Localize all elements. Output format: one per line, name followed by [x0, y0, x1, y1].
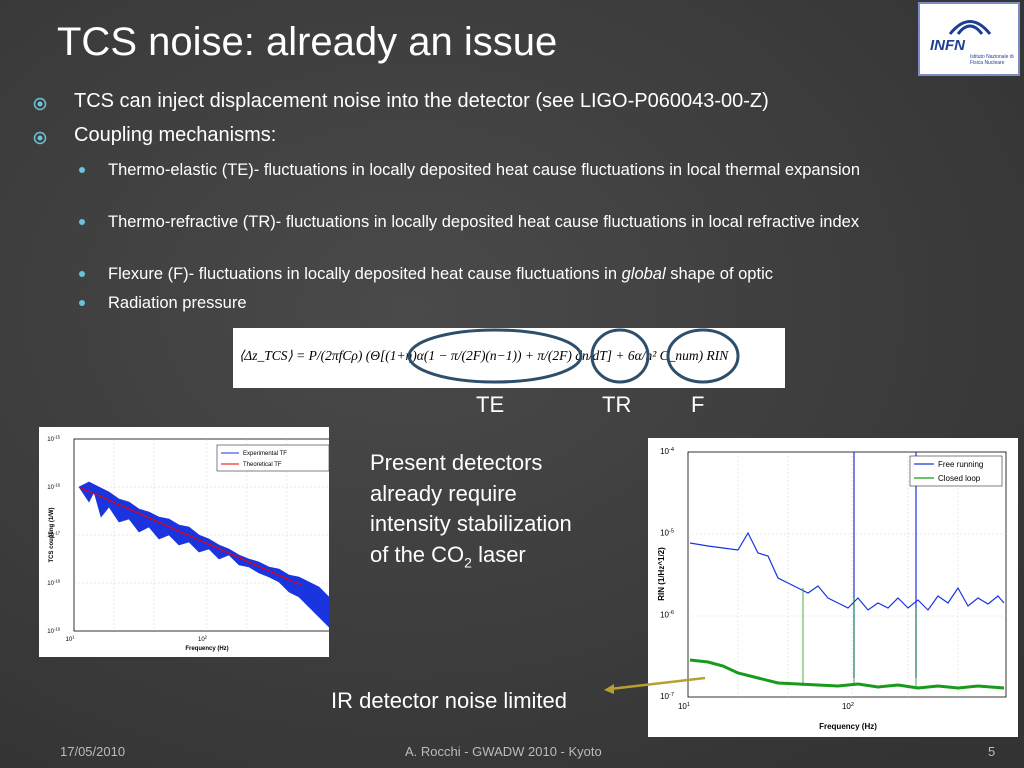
text: laser: [471, 541, 526, 567]
logo-graphic: INFN Istituto Nazionale di Fisica Nuclea…: [930, 20, 1014, 66]
tick-base: 10: [660, 610, 669, 619]
tick-exponent: -19: [54, 627, 61, 632]
footer-author: A. Rocchi - GWADW 2010 - Kyoto: [405, 744, 602, 759]
tick-base: 10: [198, 637, 205, 643]
note-line: of the CO2 laser: [370, 540, 572, 578]
y-tick-label: 10-6: [660, 610, 674, 619]
sub-bullet-marker: [79, 219, 85, 225]
y-tick-label: 10-18: [47, 579, 60, 587]
note-line: already require: [370, 480, 517, 506]
tick-base: 10: [47, 437, 54, 443]
note-line: Present detectors: [370, 450, 543, 475]
bullet-marker: [33, 131, 47, 145]
bullet: TCS can inject displacement noise into t…: [74, 90, 769, 112]
note-line: intensity stabilization: [370, 511, 572, 536]
right-plot: Free running Closed loop RIN (1/Hz^1/2) …: [648, 438, 1018, 737]
y-tick-label: 10-19: [47, 627, 60, 635]
bullet-marker: [33, 97, 47, 111]
emphasis: global: [621, 265, 666, 283]
callout: IR detector noise limited: [331, 688, 567, 713]
tick-base: 10: [47, 485, 54, 491]
text: shape of optic: [665, 265, 773, 283]
tick-exponent: -4: [669, 447, 674, 453]
legend-label: Experimental TF: [243, 451, 287, 457]
formula-label: TR: [602, 392, 632, 417]
sub-bullet: Thermo-refractive (TR)- fluctuations in …: [108, 213, 860, 231]
tick-base: 10: [47, 581, 54, 587]
x-tick-label: 102: [842, 702, 854, 711]
logo-name: INFN: [930, 37, 966, 54]
x-axis-label: Frequency (Hz): [819, 722, 877, 731]
tick-base: 10: [65, 637, 72, 643]
note: Present detectors already require intens…: [370, 448, 572, 577]
sub-bullet-marker: [79, 271, 85, 277]
y-axis-label: RIN (1/Hz^1/2): [657, 547, 666, 601]
y-tick-label: 10-4: [660, 447, 674, 456]
formula-highlights: [407, 328, 740, 384]
tick-base: 10: [47, 533, 54, 539]
legend-label: Free running: [938, 460, 983, 469]
logo: INFN Istituto Nazionale di Fisica Nuclea…: [918, 2, 1020, 76]
tick-exponent: 2: [205, 635, 208, 640]
y-tick-label: 10-7: [660, 692, 674, 701]
tick-base: 10: [842, 702, 851, 711]
tick-exponent: -7: [669, 692, 674, 698]
tick-exponent: -17: [54, 531, 61, 536]
tick-exponent: -5: [669, 528, 674, 534]
callout-arrow: [604, 676, 706, 694]
bullet: Coupling mechanisms:: [74, 124, 277, 146]
legend-label: Theoretical TF: [243, 462, 282, 468]
x-tick-label: 101: [65, 635, 75, 643]
footer-page: 5: [988, 744, 996, 759]
sub-bullet: Flexure (F)- fluctuations in locally dep…: [108, 262, 988, 286]
tick-base: 10: [47, 629, 54, 635]
tick-exponent: 1: [687, 702, 690, 708]
formula-label: F: [691, 392, 705, 417]
footer-date: 17/05/2010: [60, 744, 126, 759]
formula-label: TE: [476, 392, 505, 417]
tick-exponent: 2: [851, 702, 854, 708]
text: Flexure (F)- fluctuations in locally dep…: [108, 265, 622, 283]
tick-base: 10: [660, 529, 669, 538]
sub-bullet: Radiation pressure: [108, 294, 247, 312]
x-axis-label: Frequency (Hz): [185, 646, 228, 652]
sub-bullet-marker: [79, 167, 85, 173]
legend-label: Closed loop: [938, 474, 981, 483]
sub-bullet: Thermo-elastic (TE)- fluctuations in loc…: [108, 161, 861, 179]
y-axis-label: TCS coupling (1/W): [49, 508, 55, 563]
x-tick-label: 102: [198, 635, 208, 643]
text: of the CO: [370, 541, 465, 567]
tick-exponent: -15: [54, 435, 61, 440]
tick-base: 10: [660, 692, 669, 701]
tick-exponent: -6: [669, 610, 674, 616]
y-tick-label: 10-16: [47, 483, 60, 491]
sub-bullet-marker: [79, 300, 85, 306]
tick-base: 10: [660, 447, 669, 456]
formula: ⟨Δz_TCS⟩ = P/(2πfCρ) (Θ[(1+η)α(1 − π/(2F…: [239, 348, 729, 363]
tick-exponent: -16: [54, 483, 61, 488]
y-tick-label: 10-15: [47, 435, 60, 443]
tick-exponent: 1: [72, 635, 75, 640]
x-tick-label: 101: [678, 702, 690, 711]
tick-exponent: -18: [54, 579, 61, 584]
subscript: 2: [464, 553, 472, 570]
y-tick-label: 10-17: [47, 531, 60, 539]
logo-subtitle: Istituto Nazionale di Fisica Nucleare: [970, 54, 1014, 66]
title: TCS noise: already an issue: [57, 20, 558, 64]
y-tick-label: 10-5: [660, 528, 674, 537]
left-plot: Experimental TF Theoretical TF TCS coupl…: [39, 427, 329, 657]
formula-box: ⟨Δz_TCS⟩ = P/(2πfCρ) (Θ[(1+η)α(1 − π/(2F…: [233, 328, 785, 388]
tick-base: 10: [678, 702, 687, 711]
